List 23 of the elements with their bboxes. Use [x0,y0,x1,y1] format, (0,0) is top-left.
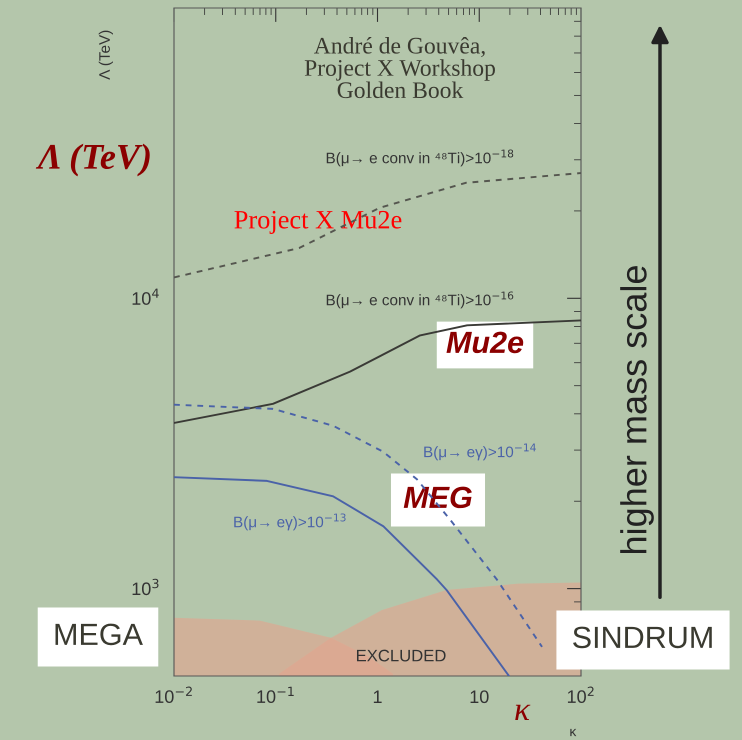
text: κ [515,704,530,720]
y-axis-title: Λ (TeV) [98,30,113,80]
annotation: SINDRUM [573,626,712,648]
annotation: B(μ→ eγ)>10$^{−14}$ [424,444,536,460]
annotation: Mu2e [446,332,524,354]
annotation: B(μ→ e conv in ⁴⁸Ti)>10$^{−16}$ [326,291,514,308]
text: Λ (TeV) [36,144,150,176]
annotation: B(μ→ eγ)>10$^{−13}$ [234,513,346,530]
y-tick-label: 10$^{4}$ [132,288,159,305]
text: higher mass scale [620,266,654,553]
annotation: B(μ→ e conv in ⁴⁸Ti)>10$^{−18}$ [326,149,514,166]
x-axis-title: κ [570,728,576,736]
annotation: André de Gouvêa, Project X Workshop Golden Book [304,37,495,98]
x-tick-label: 1 [374,690,382,703]
annotation: MEG [404,486,472,508]
annotation: EXCLUDED [356,650,446,662]
x-tick-label: 10 [470,690,489,704]
x-tick-label: 10$^{−2}$ [156,686,192,704]
y-tick-label: 10$^{3}$ [132,578,159,596]
annotation: Project X Mu2e [234,210,402,234]
text: MEGA [56,624,143,646]
x-tick-label: 10$^{−1}$ [257,686,294,704]
x-tick-label: 10$^{2}$ [568,686,594,704]
